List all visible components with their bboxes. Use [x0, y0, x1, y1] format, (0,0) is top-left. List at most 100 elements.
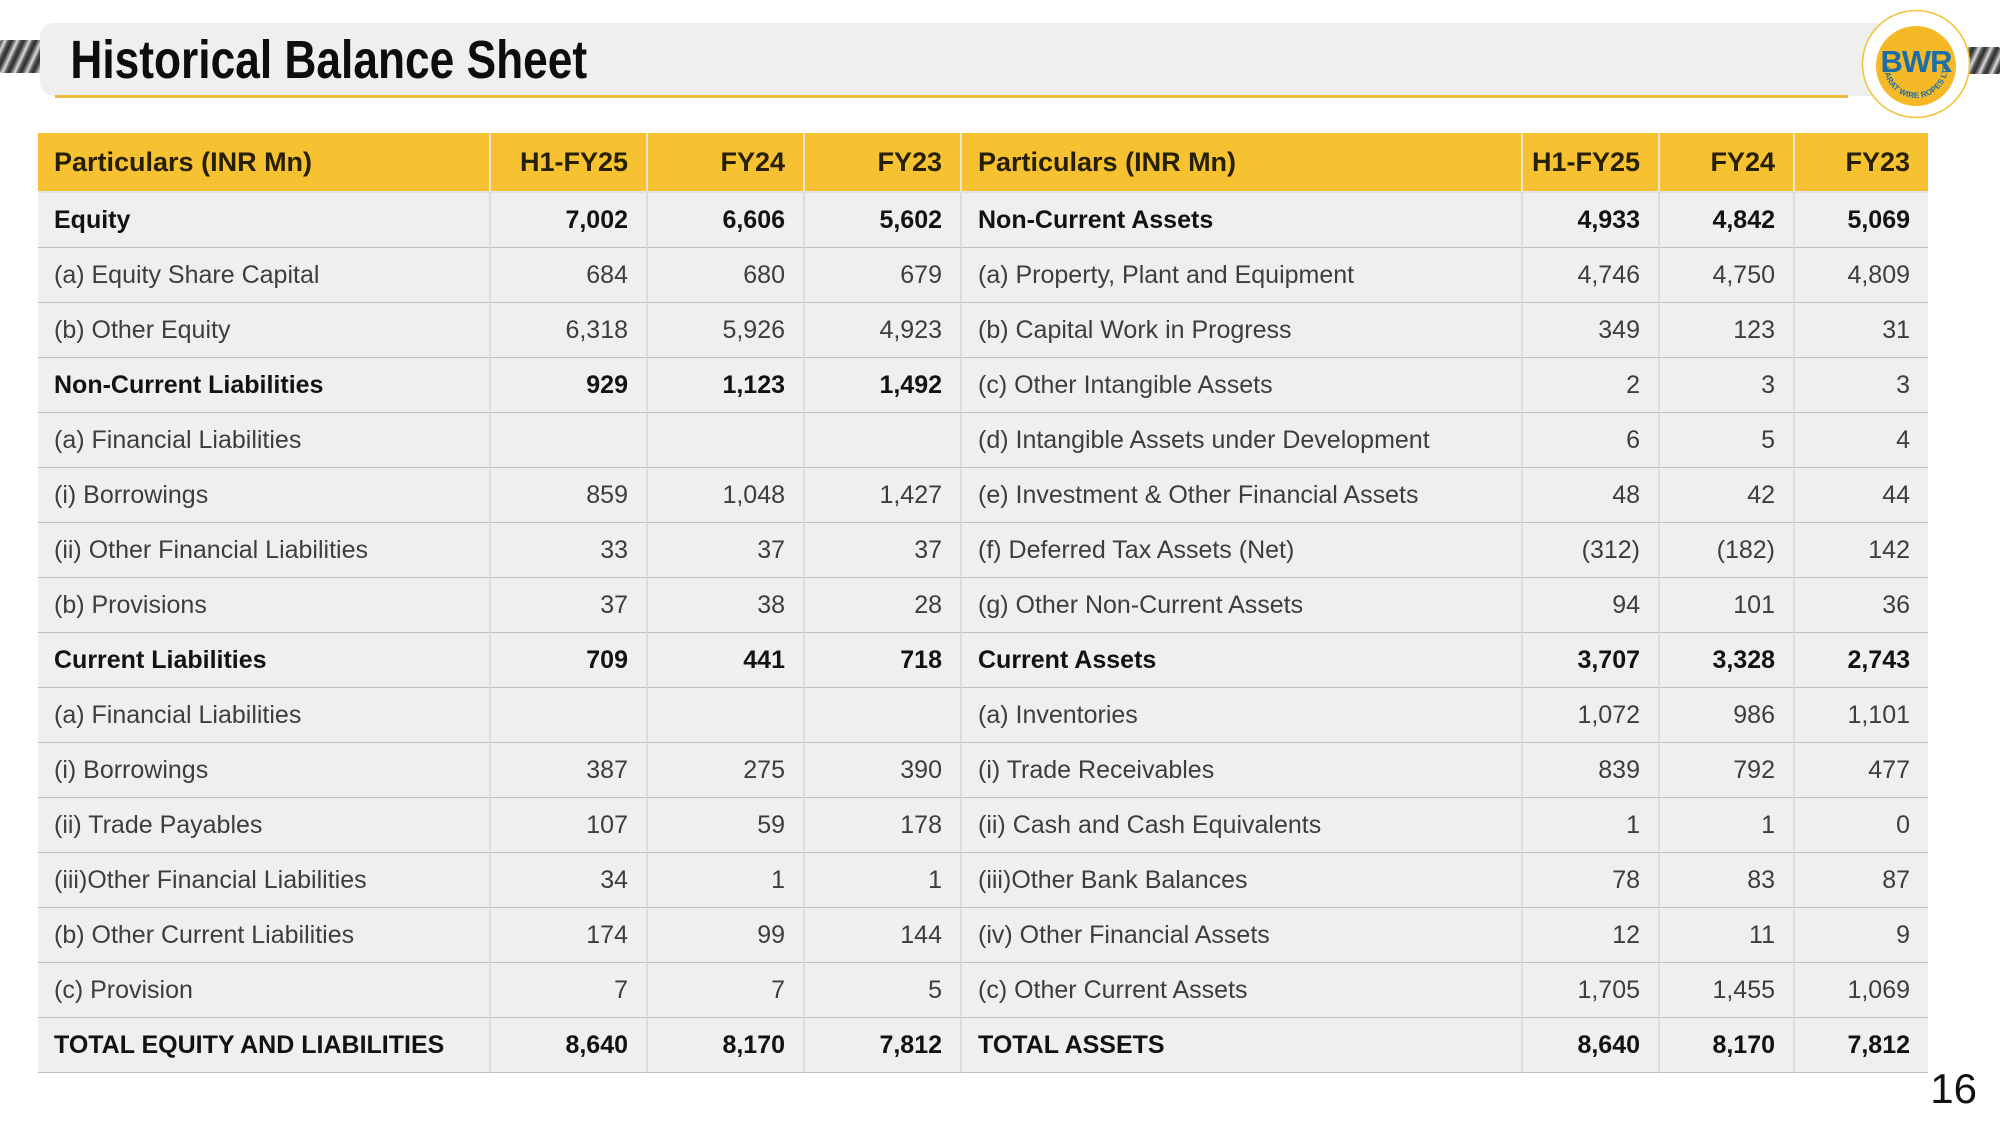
row-value-h1fy25: 4,746: [1523, 248, 1660, 303]
row-value-h1fy25: 174: [491, 908, 648, 963]
row-value-fy23: 3: [1795, 358, 1928, 413]
row-value-h1fy25: [491, 413, 648, 468]
row-label: Non-Current Assets: [962, 193, 1523, 248]
row-label: (b) Provisions: [38, 578, 491, 633]
table-row: (a) Equity Share Capital 684 680 679: [38, 248, 962, 303]
row-value-fy24: 83: [1660, 853, 1795, 908]
balance-sheet: Particulars (INR Mn) H1-FY25 FY24 FY23 E…: [38, 133, 1928, 1073]
row-value-fy24: 986: [1660, 688, 1795, 743]
row-value-fy24: 5,926: [648, 303, 805, 358]
row-label: (c) Provision: [38, 963, 491, 1018]
row-label: (i) Borrowings: [38, 468, 491, 523]
row-label: TOTAL EQUITY AND LIABILITIES: [38, 1018, 491, 1073]
title-banner: Historical Balance Sheet: [40, 23, 1890, 96]
table-row: (i) Borrowings 859 1,048 1,427: [38, 468, 962, 523]
row-value-fy23: 44: [1795, 468, 1928, 523]
row-value-fy24: 1: [1660, 798, 1795, 853]
company-logo: BWR BHARAT WIRE ROPES LTD.: [1858, 2, 1971, 119]
row-value-fy23: 142: [1795, 523, 1928, 578]
row-value-fy24: 1,123: [648, 358, 805, 413]
row-value-fy24: [648, 688, 805, 743]
row-label: (iii)Other Financial Liabilities: [38, 853, 491, 908]
table-row: Current Liabilities 709 441 718: [38, 633, 962, 688]
row-value-h1fy25: 684: [491, 248, 648, 303]
row-value-h1fy25: 1,072: [1523, 688, 1660, 743]
row-value-fy24: 1: [648, 853, 805, 908]
row-value-fy24: 101: [1660, 578, 1795, 633]
row-label: (d) Intangible Assets under Development: [962, 413, 1523, 468]
table-row: (ii) Trade Payables 107 59 178: [38, 798, 962, 853]
row-value-fy23: 679: [805, 248, 962, 303]
row-label: (e) Investment & Other Financial Assets: [962, 468, 1523, 523]
row-value-h1fy25: 37: [491, 578, 648, 633]
row-value-h1fy25: 34: [491, 853, 648, 908]
row-value-fy23: 1,069: [1795, 963, 1928, 1018]
row-value-fy23: 2,743: [1795, 633, 1928, 688]
wire-rope-icon: [0, 40, 43, 73]
row-value-fy24: 4,842: [1660, 193, 1795, 248]
logo-acronym: BWR: [1880, 44, 1952, 79]
row-value-h1fy25: 33: [491, 523, 648, 578]
row-label: (b) Other Current Liabilities: [38, 908, 491, 963]
page-number: 16: [1930, 1065, 1977, 1112]
row-value-fy23: 144: [805, 908, 962, 963]
row-value-h1fy25: 387: [491, 743, 648, 798]
table-header-row: Particulars (INR Mn) H1-FY25 FY24 FY23: [962, 133, 1928, 193]
row-value-fy24: 8,170: [648, 1018, 805, 1073]
row-label: Current Assets: [962, 633, 1523, 688]
table-row: TOTAL EQUITY AND LIABILITIES 8,640 8,170…: [38, 1018, 962, 1073]
row-value-h1fy25: 7,002: [491, 193, 648, 248]
row-label: (ii) Cash and Cash Equivalents: [962, 798, 1523, 853]
row-value-h1fy25: 1,705: [1523, 963, 1660, 1018]
row-value-h1fy25: 12: [1523, 908, 1660, 963]
row-label: (ii) Trade Payables: [38, 798, 491, 853]
bwr-logo-icon: BWR BHARAT WIRE ROPES LTD.: [1858, 2, 1971, 119]
page-title: Historical Balance Sheet: [70, 29, 588, 90]
row-value-fy23: 37: [805, 523, 962, 578]
row-value-fy23: 0: [1795, 798, 1928, 853]
row-value-fy24: 1,455: [1660, 963, 1795, 1018]
row-label: (f) Deferred Tax Assets (Net): [962, 523, 1523, 578]
row-value-h1fy25: 107: [491, 798, 648, 853]
table-row: (i) Borrowings 387 275 390: [38, 743, 962, 798]
table-row: (c) Provision 7 7 5: [38, 963, 962, 1018]
row-value-fy23: 28: [805, 578, 962, 633]
table-row: Current Assets 3,707 3,328 2,743: [962, 633, 1928, 688]
table-row: (b) Other Equity 6,318 5,926 4,923: [38, 303, 962, 358]
table-row: (b) Other Current Liabilities 174 99 144: [38, 908, 962, 963]
table-row: (d) Intangible Assets under Development …: [962, 413, 1928, 468]
table-row: (iv) Other Financial Assets 12 11 9: [962, 908, 1928, 963]
col-header-fy24: FY24: [1660, 133, 1795, 193]
row-value-h1fy25: 94: [1523, 578, 1660, 633]
row-value-fy24: 6,606: [648, 193, 805, 248]
row-value-fy23: 4: [1795, 413, 1928, 468]
row-value-h1fy25: 709: [491, 633, 648, 688]
row-value-h1fy25: 349: [1523, 303, 1660, 358]
table-row: TOTAL ASSETS 8,640 8,170 7,812: [962, 1018, 1928, 1073]
row-value-h1fy25: 3,707: [1523, 633, 1660, 688]
table-row: (iii)Other Bank Balances 78 83 87: [962, 853, 1928, 908]
row-value-h1fy25: 2: [1523, 358, 1660, 413]
assets-table: Particulars (INR Mn) H1-FY25 FY24 FY23 N…: [962, 133, 1928, 1073]
row-value-fy23: 1,101: [1795, 688, 1928, 743]
row-value-h1fy25: 48: [1523, 468, 1660, 523]
row-value-fy24: 3,328: [1660, 633, 1795, 688]
table-row: (a) Property, Plant and Equipment 4,746 …: [962, 248, 1928, 303]
col-header-h1fy25: H1-FY25: [1523, 133, 1660, 193]
row-value-fy23: 178: [805, 798, 962, 853]
row-label: (c) Other Intangible Assets: [962, 358, 1523, 413]
col-header-fy24: FY24: [648, 133, 805, 193]
row-value-fy23: 5: [805, 963, 962, 1018]
col-header-particulars: Particulars (INR Mn): [38, 133, 491, 193]
row-value-fy23: [805, 413, 962, 468]
row-value-fy24: (182): [1660, 523, 1795, 578]
row-value-fy23: 36: [1795, 578, 1928, 633]
table-row: (c) Other Intangible Assets 2 3 3: [962, 358, 1928, 413]
row-label: (iii)Other Bank Balances: [962, 853, 1523, 908]
row-value-fy24: 11: [1660, 908, 1795, 963]
row-value-fy24: 3: [1660, 358, 1795, 413]
row-label: (a) Financial Liabilities: [38, 688, 491, 743]
row-value-fy23: 87: [1795, 853, 1928, 908]
table-row: Non-Current Liabilities 929 1,123 1,492: [38, 358, 962, 413]
row-value-fy23: 1,427: [805, 468, 962, 523]
